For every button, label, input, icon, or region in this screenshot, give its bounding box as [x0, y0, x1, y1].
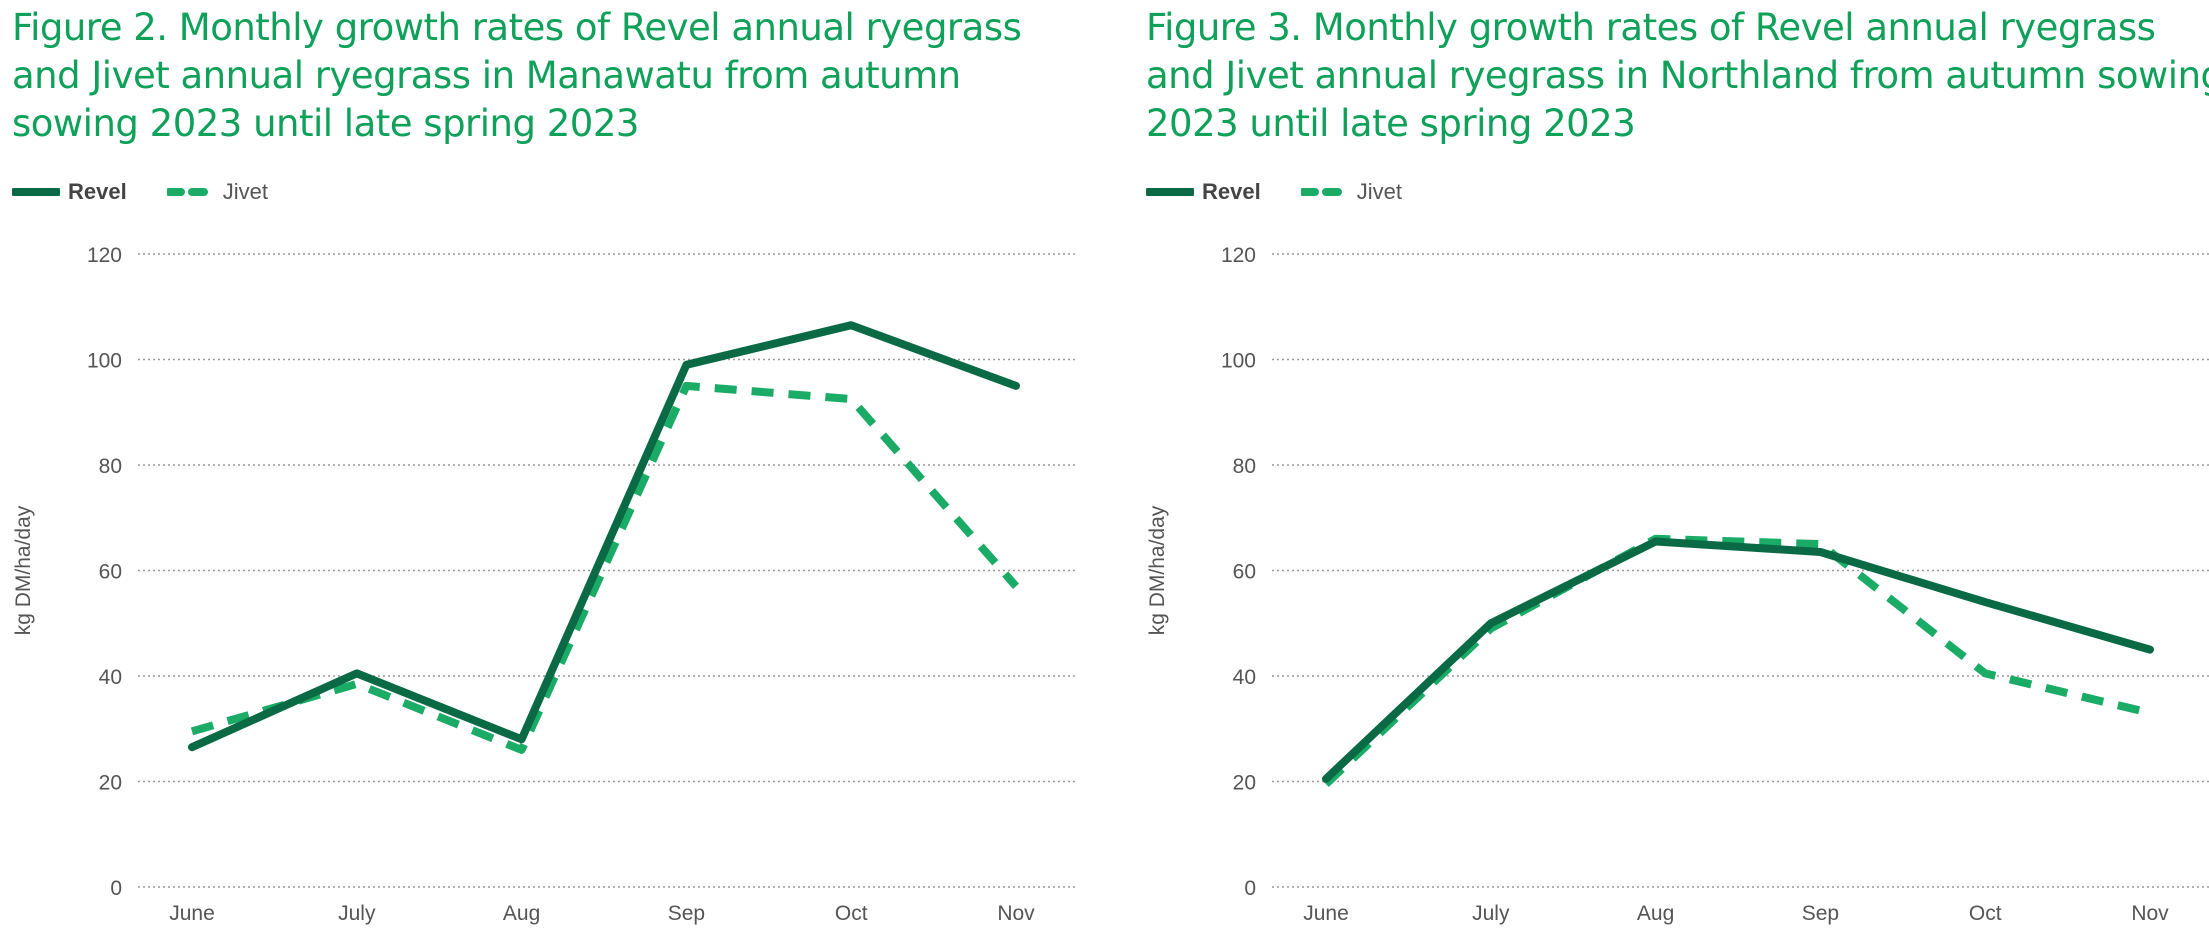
- y-tick-label: 120: [87, 244, 122, 267]
- y-tick-label: 100: [1221, 350, 1256, 373]
- legend-item-revel: Revel: [1146, 179, 1261, 205]
- y-axis-label: kg DM/ha/day: [12, 505, 35, 635]
- x-tick-label: Oct: [835, 902, 868, 925]
- legend-item-jivet: Jivet: [1300, 179, 1402, 205]
- legend-label-jivet: Jivet: [222, 179, 268, 204]
- x-tick-label: June: [169, 902, 215, 925]
- series-line-revel: [1322, 537, 2154, 783]
- y-tick-label: 120: [1221, 244, 1256, 267]
- y-tick-label: 60: [1233, 561, 1256, 584]
- x-tick-label: July: [1472, 902, 1510, 925]
- legend-label-revel: Revel: [1202, 179, 1261, 204]
- y-tick-label: 0: [110, 877, 122, 900]
- x-tick-label: Nov: [997, 902, 1035, 925]
- chart-legend: Revel Jivet: [1146, 175, 1442, 209]
- legend-swatch-revel: [12, 188, 60, 196]
- y-tick-label: 60: [99, 561, 122, 584]
- x-tick-label: Sep: [1802, 902, 1839, 925]
- y-tick-label: 100: [87, 350, 122, 373]
- x-tick-label: June: [1303, 902, 1349, 925]
- chart-title: Figure 2. Monthly growth rates of Revel …: [12, 6, 1022, 145]
- chart-panel-northland: Figure 3. Monthly growth rates of Revel …: [1134, 0, 2209, 931]
- legend-item-jivet: Jivet: [166, 179, 268, 205]
- legend-label-jivet: Jivet: [1356, 179, 1402, 204]
- legend-swatch-jivet: [166, 188, 215, 196]
- y-tick-label: 20: [1233, 772, 1256, 795]
- y-tick-label: 40: [1233, 666, 1256, 689]
- y-tick-label: 80: [1233, 455, 1256, 478]
- legend-swatch-jivet: [1300, 188, 1349, 196]
- line-chart-manawatu: 0 20 40 60 80 100 120 June July Aug Sep Oct Nov kg DM…: [12, 244, 1075, 925]
- legend-swatch-revel: [1146, 188, 1194, 196]
- chart-legend: Revel Jivet: [12, 175, 308, 209]
- line-chart-northland: 0 20 40 60 80 100 120 June July Aug Sep Oct Nov kg DM…: [1146, 244, 2209, 925]
- x-tick-label: Aug: [1637, 902, 1674, 925]
- chart-title: Figure 3. Monthly growth rates of Revel …: [1146, 6, 2209, 145]
- x-tick-label: Aug: [503, 902, 540, 925]
- x-tick-label: Sep: [668, 902, 705, 925]
- x-tick-label: July: [338, 902, 376, 925]
- y-tick-label: 20: [99, 772, 122, 795]
- x-tick-label: Nov: [2131, 902, 2169, 925]
- x-tick-label: Oct: [1969, 902, 2002, 925]
- y-tick-label: 40: [99, 666, 122, 689]
- y-tick-label: 0: [1244, 877, 1256, 900]
- series-line-revel: [188, 321, 1020, 752]
- y-axis-label: kg DM/ha/day: [1146, 505, 1169, 635]
- legend-label-revel: Revel: [68, 179, 127, 204]
- y-tick-label: 80: [99, 455, 122, 478]
- legend-item-revel: Revel: [12, 179, 127, 205]
- chart-panel-manawatu: Figure 2. Monthly growth rates of Revel …: [0, 0, 1104, 931]
